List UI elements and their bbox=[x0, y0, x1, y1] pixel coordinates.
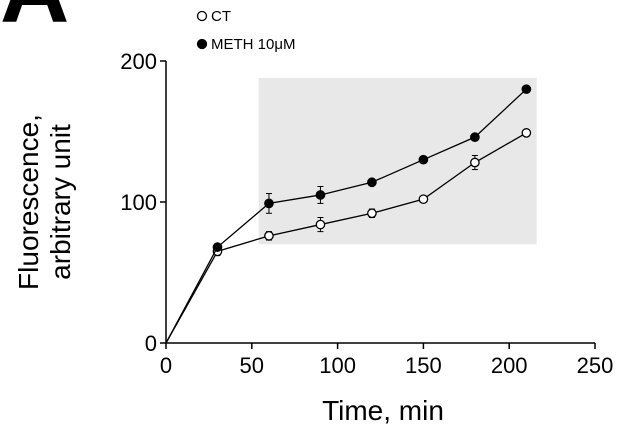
x-axis-title: Time, min bbox=[322, 395, 444, 426]
y-tick-label: 0 bbox=[145, 331, 157, 356]
data-point bbox=[367, 177, 377, 188]
x-tick-label: 50 bbox=[240, 353, 264, 378]
highlight-region bbox=[258, 77, 537, 245]
y-tick-label: 100 bbox=[120, 190, 157, 215]
data-point bbox=[521, 84, 532, 95]
x-tick-label: 200 bbox=[491, 353, 528, 378]
data-point bbox=[367, 208, 377, 219]
series-line bbox=[165, 88, 527, 344]
data-point bbox=[418, 194, 429, 205]
x-tick-label: 0 bbox=[160, 353, 172, 378]
legend-marker-meth bbox=[196, 38, 208, 50]
data-point bbox=[264, 198, 274, 209]
y-axis-title-line1: Fluorescence, bbox=[13, 114, 44, 290]
series-meth bbox=[165, 84, 532, 344]
data-point bbox=[264, 230, 274, 241]
x-tick-label: 100 bbox=[319, 353, 356, 378]
x-tick-label: 150 bbox=[405, 353, 442, 378]
data-point bbox=[470, 132, 480, 142]
series-line bbox=[165, 132, 527, 344]
y-tick-label: 200 bbox=[120, 49, 157, 74]
data-point bbox=[212, 242, 223, 252]
legend: CT METH 10μM bbox=[196, 8, 296, 53]
legend-label-meth: METH 10μM bbox=[211, 36, 296, 53]
data-point bbox=[315, 219, 326, 230]
data-point bbox=[470, 157, 480, 168]
series-layer bbox=[165, 84, 532, 344]
y-axis-title-line2: arbitrary unit bbox=[45, 124, 76, 280]
data-point bbox=[521, 128, 532, 138]
data-point bbox=[418, 154, 429, 165]
panel-label: A bbox=[0, 0, 69, 43]
y-ticks: 0 100 200 bbox=[120, 49, 166, 356]
series-ct bbox=[165, 128, 532, 344]
data-point bbox=[315, 190, 326, 200]
x-ticks: 0 50 100 150 200 250 bbox=[160, 343, 613, 378]
axes: 0 50 100 150 200 250 0 100 200 bbox=[120, 49, 613, 378]
x-tick-label: 250 bbox=[577, 353, 614, 378]
legend-label-ct: CT bbox=[211, 8, 231, 25]
legend-marker-ct bbox=[196, 10, 208, 22]
